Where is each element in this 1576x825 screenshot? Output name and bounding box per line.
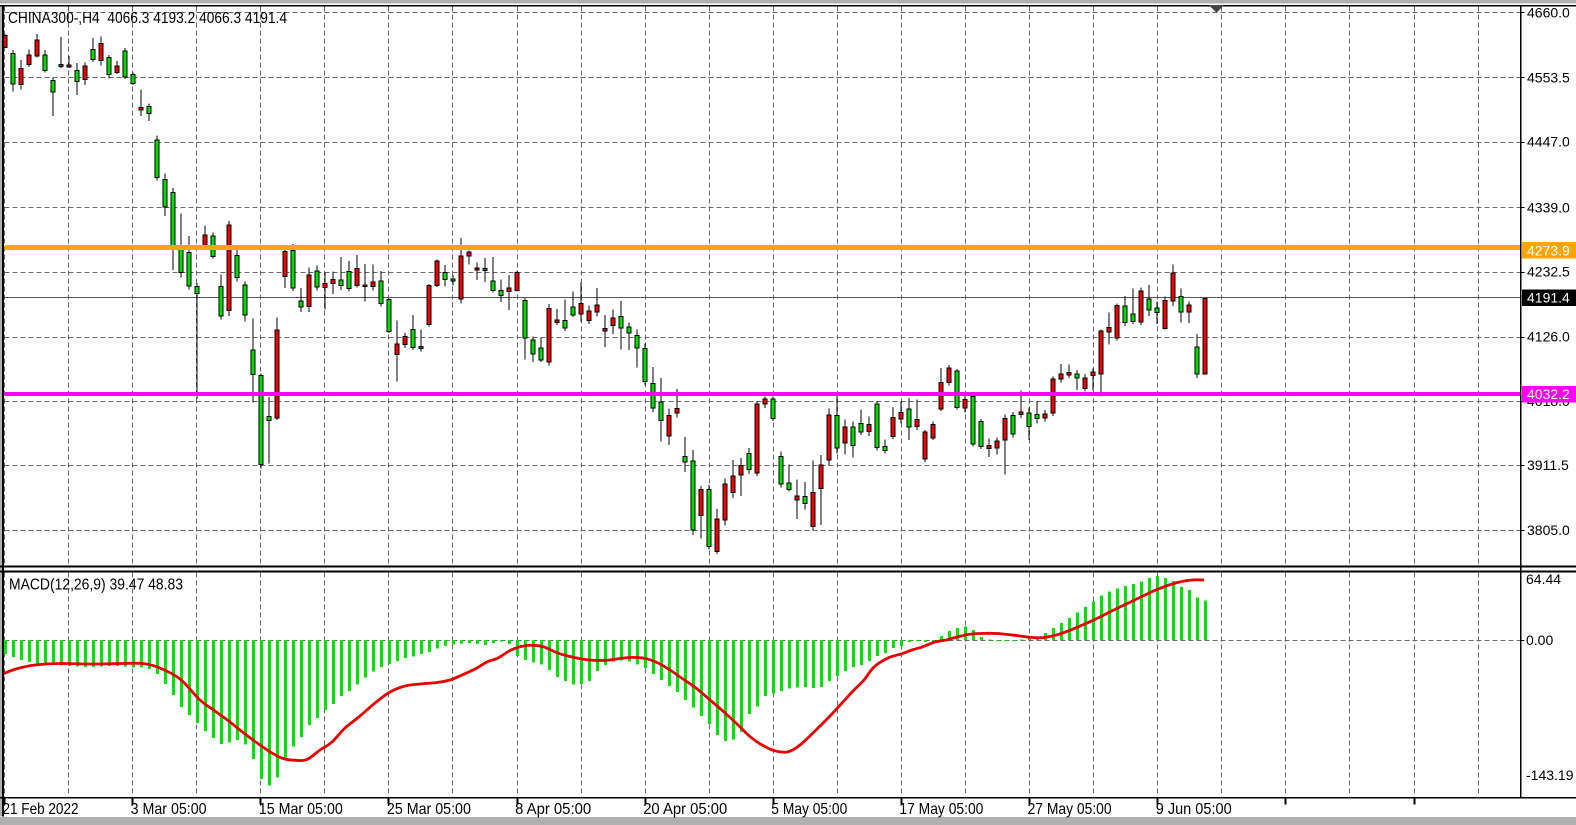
svg-text:4032.2: 4032.2 <box>1527 386 1570 402</box>
svg-text:MACD(12,26,9) 39.47 48.83: MACD(12,26,9) 39.47 48.83 <box>9 577 183 594</box>
svg-text:4660.0: 4660.0 <box>1527 4 1570 20</box>
svg-text:4339.0: 4339.0 <box>1527 199 1570 215</box>
svg-text:3911.5: 3911.5 <box>1527 457 1569 473</box>
svg-text:20 Apr 05:00: 20 Apr 05:00 <box>643 801 727 818</box>
svg-text:4232.5: 4232.5 <box>1527 264 1570 280</box>
svg-text:0.00: 0.00 <box>1526 632 1553 648</box>
svg-text:17 May 05:00: 17 May 05:00 <box>899 801 983 818</box>
svg-text:4553.5: 4553.5 <box>1527 69 1570 85</box>
svg-text:21 Feb 2022: 21 Feb 2022 <box>3 801 79 818</box>
svg-text:4273.9: 4273.9 <box>1527 242 1570 258</box>
svg-text:25 Mar 05:00: 25 Mar 05:00 <box>387 801 471 818</box>
svg-text:4126.0: 4126.0 <box>1527 329 1570 345</box>
svg-text:-143.19: -143.19 <box>1526 767 1574 783</box>
svg-text:64.44: 64.44 <box>1526 571 1561 587</box>
svg-text:9 Jun 05:00: 9 Jun 05:00 <box>1156 801 1232 818</box>
svg-text:5 May 05:00: 5 May 05:00 <box>771 801 847 818</box>
svg-text:3 Mar 05:00: 3 Mar 05:00 <box>131 801 207 818</box>
svg-text:4191.4: 4191.4 <box>1527 290 1570 306</box>
svg-text:15 Mar 05:00: 15 Mar 05:00 <box>259 801 343 818</box>
svg-text:4447.0: 4447.0 <box>1527 134 1570 150</box>
svg-text:27 May 05:00: 27 May 05:00 <box>1028 801 1112 818</box>
svg-text:3805.0: 3805.0 <box>1527 522 1570 538</box>
svg-text:CHINA300-,H4 4066.3 4193.2 40: CHINA300-,H4 4066.3 4193.2 4066.3 4191.4 <box>8 10 287 27</box>
svg-text:8 Apr 05:00: 8 Apr 05:00 <box>515 801 591 818</box>
